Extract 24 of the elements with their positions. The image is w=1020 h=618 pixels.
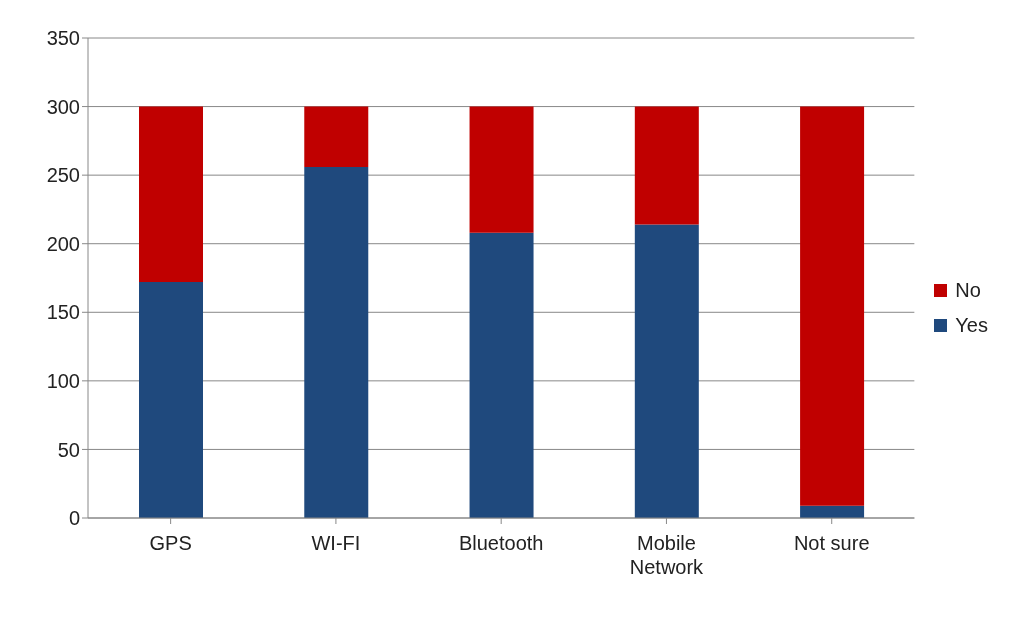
x-tick-label: Mobile Network [629, 532, 705, 578]
bar [634, 106, 699, 225]
y-tick-label: 150 [46, 301, 80, 324]
legend-label: No [954, 279, 982, 302]
bar [304, 106, 369, 167]
legend-label: Yes [954, 314, 988, 337]
y-tick-label: 200 [46, 232, 80, 255]
bar [634, 224, 699, 518]
bar [469, 232, 534, 518]
bar [139, 106, 203, 283]
x-tick-label: GPS [149, 532, 192, 554]
y-tick-label: 100 [46, 369, 80, 392]
y-tick-label: 350 [46, 27, 80, 50]
y-tick-label: 250 [46, 164, 80, 187]
bar [139, 282, 203, 518]
bar [800, 106, 865, 506]
x-tick-label: Not sure [793, 532, 870, 554]
bar [304, 166, 369, 518]
bar [469, 106, 534, 233]
y-tick-label: 50 [57, 438, 80, 461]
x-tick-label: WI-FI [311, 532, 361, 554]
y-tick-label: 0 [68, 507, 80, 530]
y-tick-label: 300 [46, 95, 80, 118]
x-tick-label: Bluetooth [458, 532, 544, 554]
